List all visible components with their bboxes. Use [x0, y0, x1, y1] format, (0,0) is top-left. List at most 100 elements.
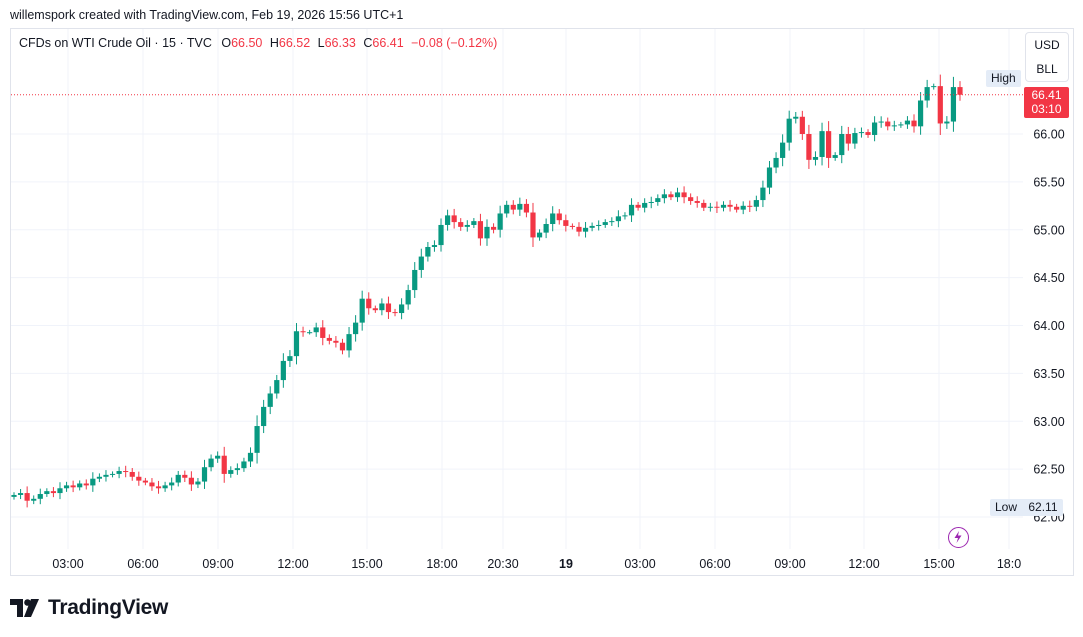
- candle[interactable]: [674, 187, 681, 202]
- chart-frame[interactable]: 62.00 62.50 63.00 63.50 64.00 64.50 65.00 65.50…: [10, 28, 1074, 576]
- candle[interactable]: [320, 320, 326, 346]
- candle[interactable]: [83, 479, 89, 490]
- candle[interactable]: [615, 210, 621, 228]
- candle[interactable]: [254, 415, 260, 464]
- candle[interactable]: [162, 481, 168, 492]
- candle[interactable]: [353, 315, 359, 342]
- lightning-icon[interactable]: [948, 527, 969, 548]
- candle[interactable]: [957, 81, 963, 101]
- candle[interactable]: [832, 152, 838, 161]
- candle[interactable]: [635, 201, 641, 211]
- candle[interactable]: [885, 117, 891, 131]
- candle[interactable]: [839, 125, 845, 164]
- candle[interactable]: [116, 466, 122, 479]
- candle[interactable]: [734, 203, 740, 213]
- candle[interactable]: [707, 202, 713, 212]
- candle[interactable]: [346, 327, 352, 358]
- candle[interactable]: [24, 486, 30, 508]
- candle[interactable]: [103, 470, 109, 482]
- candle[interactable]: [668, 191, 674, 201]
- candle[interactable]: [694, 196, 700, 208]
- candle[interactable]: [293, 323, 300, 365]
- candle[interactable]: [444, 209, 451, 231]
- candle[interactable]: [714, 201, 720, 213]
- candle[interactable]: [57, 482, 63, 500]
- candle[interactable]: [510, 200, 516, 215]
- candle[interactable]: [596, 220, 602, 231]
- candle[interactable]: [753, 195, 759, 212]
- candle[interactable]: [898, 121, 904, 128]
- candle[interactable]: [760, 180, 766, 208]
- candle[interactable]: [261, 399, 267, 434]
- candle[interactable]: [129, 468, 135, 481]
- candle[interactable]: [576, 222, 582, 237]
- candle[interactable]: [648, 196, 654, 209]
- candle[interactable]: [333, 336, 339, 348]
- candle[interactable]: [425, 241, 431, 262]
- candle[interactable]: [871, 116, 878, 142]
- candle[interactable]: [31, 495, 37, 505]
- candle[interactable]: [149, 478, 155, 491]
- candle[interactable]: [878, 116, 884, 128]
- candle[interactable]: [720, 201, 727, 212]
- candle[interactable]: [438, 218, 444, 252]
- candle[interactable]: [50, 487, 57, 498]
- candle[interactable]: [458, 218, 464, 231]
- candle[interactable]: [530, 202, 536, 248]
- candle[interactable]: [300, 326, 306, 337]
- candle[interactable]: [642, 198, 648, 213]
- candle[interactable]: [451, 208, 457, 229]
- candle[interactable]: [17, 488, 24, 500]
- candle[interactable]: [136, 471, 142, 486]
- candle[interactable]: [747, 200, 753, 213]
- candle[interactable]: [858, 127, 865, 138]
- candle[interactable]: [464, 220, 470, 232]
- candle[interactable]: [109, 471, 116, 478]
- candle[interactable]: [780, 134, 786, 167]
- candle[interactable]: [852, 127, 858, 149]
- candle[interactable]: [490, 223, 497, 234]
- candle[interactable]: [701, 199, 707, 212]
- candle[interactable]: [602, 219, 608, 228]
- candle[interactable]: [326, 334, 332, 345]
- candle[interactable]: [228, 466, 234, 478]
- candle[interactable]: [385, 296, 392, 319]
- candle[interactable]: [904, 116, 911, 129]
- candle[interactable]: [582, 221, 589, 238]
- candle[interactable]: [247, 447, 254, 467]
- candle[interactable]: [477, 213, 484, 246]
- candle[interactable]: [865, 129, 871, 138]
- candle[interactable]: [609, 217, 615, 226]
- candle[interactable]: [359, 290, 365, 331]
- candle[interactable]: [366, 292, 372, 315]
- candle[interactable]: [372, 305, 378, 313]
- candle[interactable]: [182, 470, 188, 483]
- candle[interactable]: [924, 79, 930, 108]
- candle[interactable]: [536, 229, 543, 241]
- candle[interactable]: [484, 219, 490, 246]
- candle[interactable]: [688, 193, 694, 205]
- candle[interactable]: [405, 284, 411, 310]
- candle[interactable]: [379, 298, 385, 316]
- candle[interactable]: [215, 451, 221, 463]
- candle[interactable]: [944, 116, 950, 129]
- candle[interactable]: [96, 473, 103, 483]
- candle[interactable]: [431, 240, 438, 252]
- candle[interactable]: [661, 189, 667, 204]
- candle[interactable]: [142, 477, 148, 486]
- candle[interactable]: [740, 201, 746, 215]
- candle[interactable]: [826, 121, 832, 168]
- candle[interactable]: [786, 110, 792, 151]
- candle[interactable]: [563, 214, 569, 232]
- currency-button[interactable]: USD: [1034, 38, 1060, 52]
- candle[interactable]: [819, 122, 825, 166]
- candle[interactable]: [418, 248, 424, 278]
- candle[interactable]: [175, 470, 181, 487]
- candle[interactable]: [793, 111, 799, 124]
- candle[interactable]: [655, 194, 661, 206]
- candle[interactable]: [628, 198, 635, 222]
- candle[interactable]: [911, 114, 917, 133]
- candle[interactable]: [37, 488, 43, 505]
- candle[interactable]: [589, 222, 595, 232]
- candle[interactable]: [550, 206, 556, 232]
